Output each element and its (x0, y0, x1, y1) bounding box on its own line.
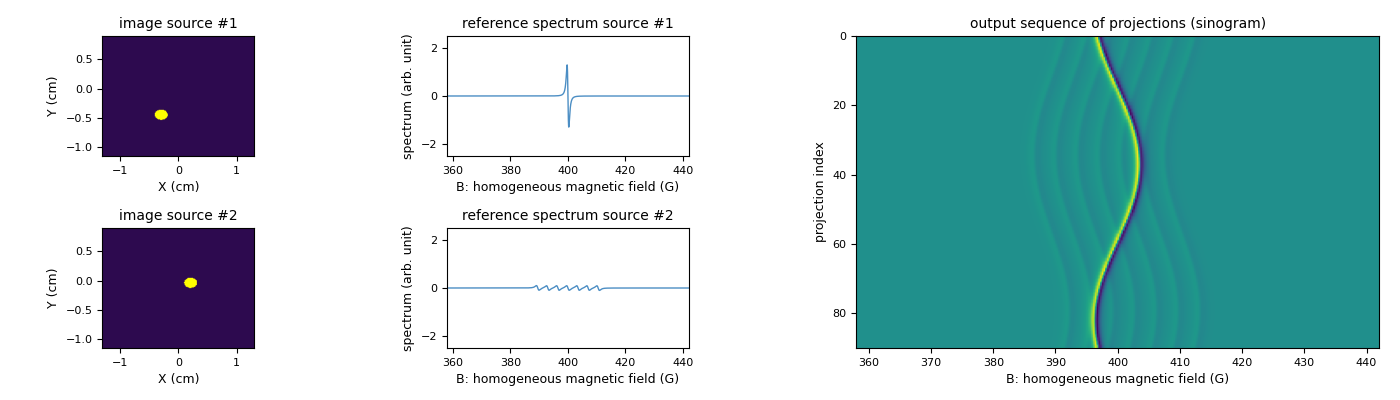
Y-axis label: spectrum (arb. unit): spectrum (arb. unit) (402, 225, 416, 351)
X-axis label: B: homogeneous magnetic field (G): B: homogeneous magnetic field (G) (1007, 373, 1229, 386)
X-axis label: B: homogeneous magnetic field (G): B: homogeneous magnetic field (G) (456, 181, 679, 194)
Y-axis label: spectrum (arb. unit): spectrum (arb. unit) (402, 33, 416, 159)
Y-axis label: Y (cm): Y (cm) (46, 268, 60, 308)
X-axis label: X (cm): X (cm) (158, 373, 199, 386)
Y-axis label: projection index: projection index (813, 142, 827, 242)
X-axis label: X (cm): X (cm) (158, 181, 199, 194)
X-axis label: B: homogeneous magnetic field (G): B: homogeneous magnetic field (G) (456, 373, 679, 386)
Title: image source #1: image source #1 (119, 17, 238, 31)
Title: output sequence of projections (sinogram): output sequence of projections (sinogram… (970, 17, 1266, 31)
Title: reference spectrum source #2: reference spectrum source #2 (462, 209, 673, 223)
Title: reference spectrum source #1: reference spectrum source #1 (462, 17, 673, 31)
Title: image source #2: image source #2 (119, 209, 238, 223)
Y-axis label: Y (cm): Y (cm) (46, 76, 60, 116)
